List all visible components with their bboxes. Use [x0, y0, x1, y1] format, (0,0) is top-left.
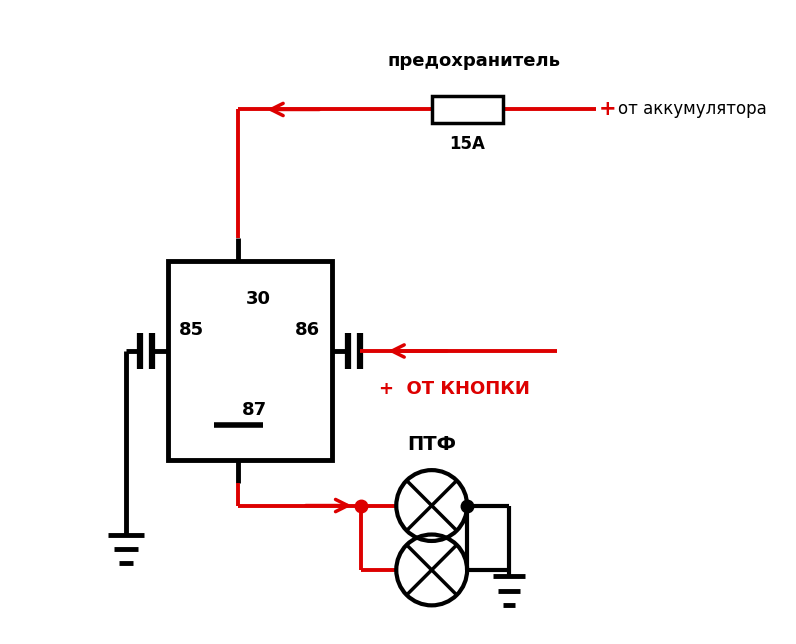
Bar [431, 96, 502, 123]
Text: предохранитель: предохранитель [387, 52, 560, 70]
Text: от аккумулятора: от аккумулятора [618, 100, 767, 118]
Text: +  ОТ КНОПКИ: + ОТ КНОПКИ [379, 380, 530, 398]
Text: ПТФ: ПТФ [408, 435, 456, 454]
Text: 86: 86 [295, 321, 320, 339]
Text: 15А: 15А [449, 135, 485, 153]
Text: +: + [599, 99, 617, 120]
Text: 87: 87 [242, 401, 267, 419]
Text: 30: 30 [246, 290, 271, 308]
Text: 85: 85 [179, 321, 205, 339]
Bar [168, 261, 332, 460]
